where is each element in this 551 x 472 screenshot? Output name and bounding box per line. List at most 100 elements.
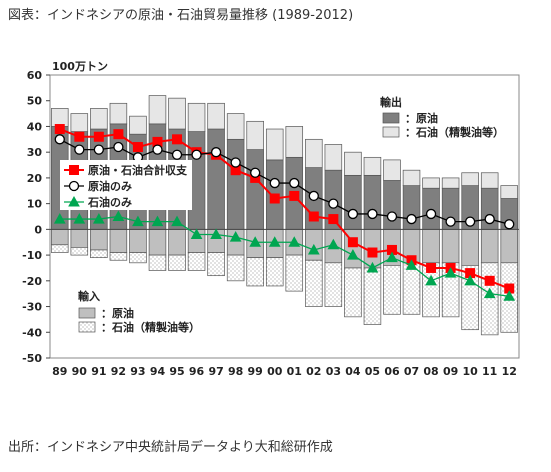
bar-export-products xyxy=(344,151,362,176)
point-crude-only xyxy=(328,198,339,209)
bar-import-crude xyxy=(70,229,89,248)
point-crude-only xyxy=(406,213,417,225)
point-crude-only xyxy=(484,213,495,225)
point-crude-only xyxy=(308,190,319,202)
point-balance xyxy=(132,142,143,153)
bar-import-products xyxy=(246,257,264,287)
legend-export: 輸出 ：原油：石油（精製油等） xyxy=(380,95,504,139)
bar-import-crude xyxy=(109,229,128,253)
bar-import-products xyxy=(148,254,167,271)
bar-import-crude xyxy=(500,229,518,264)
point-crude-only xyxy=(445,216,456,227)
x-tick-label: 08 xyxy=(423,365,438,378)
bar-export-products xyxy=(461,172,479,186)
y-tick-label: 20 xyxy=(27,172,43,185)
point-crude-only xyxy=(171,149,183,160)
bar-export-products xyxy=(51,108,69,127)
bar-import-products xyxy=(324,262,343,307)
plot-frame xyxy=(49,74,520,359)
point-balance xyxy=(172,134,183,145)
point-products-only xyxy=(366,261,379,273)
y-tick-label: 60 xyxy=(27,69,43,82)
source-note: 出所：インドネシア中央統計局データより大和総研作成 xyxy=(8,440,333,455)
point-balance xyxy=(93,131,104,142)
bar-export-products xyxy=(129,115,147,135)
point-crude-only xyxy=(210,147,222,158)
bar-import-products xyxy=(285,254,304,292)
y-tick-label: -30 xyxy=(22,301,42,314)
bar-import-products xyxy=(90,249,108,259)
bar-export-crude xyxy=(363,174,382,230)
bar-import-crude xyxy=(168,229,186,256)
page-title: 図表：インドネシアの原油・石油貿易量推移 (1989-2012) xyxy=(8,8,354,23)
point-crude-only xyxy=(464,216,476,227)
x-tick-label: 01 xyxy=(287,365,302,378)
x-tick-label: 12 xyxy=(502,365,517,378)
bar-import-products xyxy=(109,252,128,261)
point-products-only xyxy=(464,274,476,286)
bar-export-crude xyxy=(246,149,264,230)
legend-swatch-import-crude xyxy=(78,307,96,319)
legend-swatch-import-products xyxy=(78,321,96,333)
bar-export-crude xyxy=(226,138,245,230)
point-products-only xyxy=(327,238,340,250)
point-crude-only xyxy=(425,208,437,220)
bar-export-products xyxy=(305,138,323,168)
x-tick-label: 92 xyxy=(111,365,126,378)
bar-export-products xyxy=(168,97,186,130)
point-crude-only xyxy=(269,177,280,189)
bar-import-products xyxy=(480,262,499,336)
point-balance xyxy=(484,275,495,286)
bar-import-products xyxy=(226,254,245,282)
bar-import-crude xyxy=(129,229,147,253)
bar-export-products xyxy=(363,156,382,176)
legend-import-title: 輸入 xyxy=(78,289,100,303)
x-tick-label: 03 xyxy=(326,365,341,378)
point-products-only xyxy=(268,236,281,247)
bar-export-products xyxy=(70,113,89,132)
bar-export-products xyxy=(109,102,128,125)
bar-import-products xyxy=(363,267,382,325)
legend-label-import-crude: ：原油 xyxy=(101,306,134,320)
bar-import-crude xyxy=(480,229,499,264)
y-tick-label: 30 xyxy=(27,146,43,159)
point-crude-only xyxy=(289,177,300,189)
point-balance xyxy=(269,193,280,204)
x-tick-label: 09 xyxy=(443,365,458,378)
bar-export-products xyxy=(148,95,167,125)
point-products-only xyxy=(132,215,144,227)
x-tick-label: 07 xyxy=(404,365,419,378)
y-tick-label: -50 xyxy=(22,352,42,365)
point-crude-only xyxy=(386,211,398,222)
legend-export-title: 輸出 xyxy=(380,95,402,109)
bar-import-products xyxy=(51,244,69,253)
point-crude-only xyxy=(93,144,105,155)
point-crude-only xyxy=(113,141,124,153)
bar-export-products xyxy=(187,102,206,132)
bar-import-crude xyxy=(90,229,108,251)
bar-import-crude xyxy=(422,229,440,264)
legend-swatch-export-products xyxy=(382,126,400,138)
point-products-only xyxy=(483,287,496,299)
x-tick-label: 04 xyxy=(345,365,361,378)
x-tick-label: 98 xyxy=(228,365,243,378)
x-tick-label: 02 xyxy=(306,365,321,378)
x-tick-label: 91 xyxy=(91,365,106,378)
bar-export-products xyxy=(246,120,264,150)
bar-import-products xyxy=(187,252,206,271)
bar-import-crude xyxy=(461,229,479,266)
point-crude-only xyxy=(347,208,359,220)
bar-import-products xyxy=(461,265,479,331)
y-tick-label: 40 xyxy=(27,120,43,133)
point-balance xyxy=(289,190,300,201)
point-balance xyxy=(54,124,65,135)
point-balance xyxy=(347,237,358,248)
bar-export-products xyxy=(402,169,421,186)
unit-label: 100万トン xyxy=(52,60,108,73)
x-tick-label: 93 xyxy=(130,365,145,378)
point-balance xyxy=(328,214,339,225)
legend-label-import-products: ：石油（精製油等） xyxy=(101,320,200,334)
point-products-only xyxy=(386,251,398,263)
bar-import-products xyxy=(383,265,401,315)
